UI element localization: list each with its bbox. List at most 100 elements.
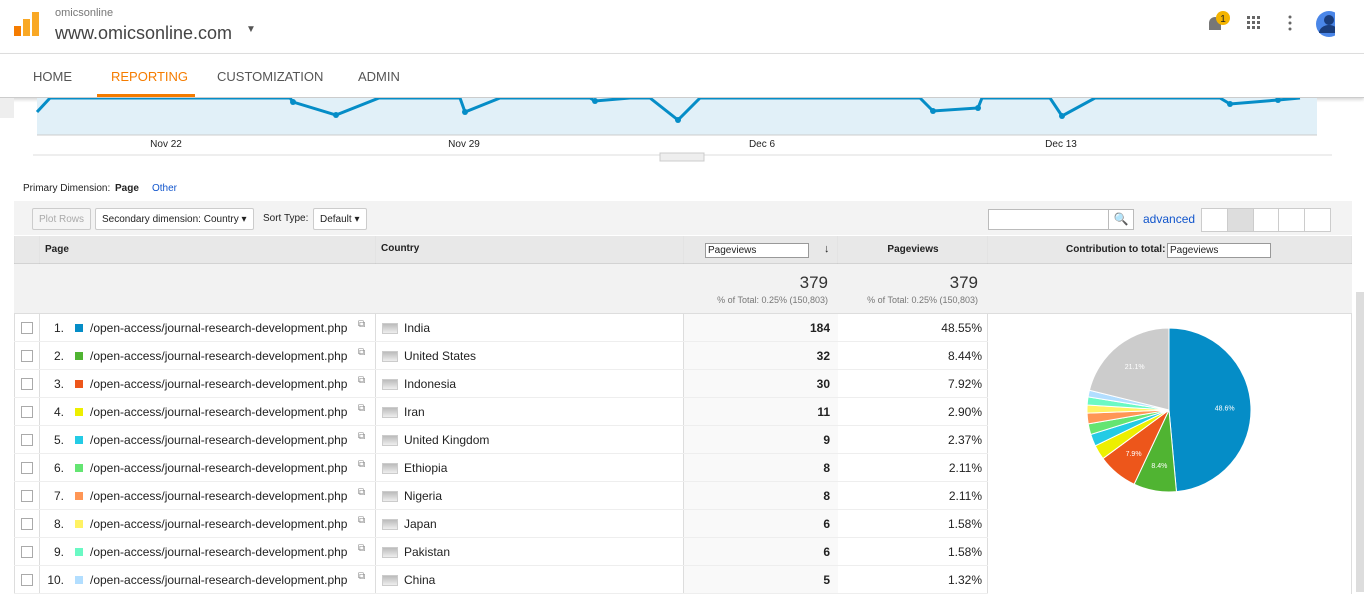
- secondary-dimension-text: Secondary dimension: Country: [102, 214, 239, 225]
- pie-label: 8.4%: [1151, 463, 1167, 470]
- page-link[interactable]: /open-access/journal-research-developmen…: [90, 405, 348, 419]
- pageviews: 8: [823, 461, 830, 475]
- search-icon[interactable]: 🔍: [1108, 210, 1133, 229]
- row-color: [75, 576, 83, 584]
- page-link[interactable]: /open-access/journal-research-developmen…: [90, 433, 348, 447]
- row-checkbox[interactable]: [21, 350, 33, 362]
- page-link[interactable]: /open-access/journal-research-developmen…: [90, 489, 348, 503]
- country-flag: [382, 323, 398, 334]
- view-table[interactable]: [1202, 209, 1228, 231]
- logo: [14, 12, 39, 36]
- percent: 2.11%: [948, 461, 982, 475]
- other-dimension[interactable]: Other: [152, 183, 178, 194]
- pageviews: 11: [817, 405, 830, 419]
- row-checkbox[interactable]: [21, 574, 33, 586]
- pageviews: 32: [816, 349, 830, 363]
- country[interactable]: India: [404, 321, 431, 335]
- sort-type[interactable]: Default ▾: [313, 208, 367, 230]
- country[interactable]: United Kingdom: [404, 433, 490, 447]
- row-checkbox[interactable]: [21, 322, 33, 334]
- row-divider: [14, 481, 988, 482]
- property[interactable]: www.omicsonline.com: [55, 23, 233, 43]
- page-link[interactable]: /open-access/journal-research-developmen…: [90, 545, 348, 559]
- page-link[interactable]: /open-access/journal-research-developmen…: [90, 349, 348, 363]
- dropdown-caret[interactable]: ▼: [246, 24, 256, 35]
- pie-slice: [1168, 327, 1252, 493]
- x-tick-label: Nov 29: [448, 139, 480, 150]
- view-switcher: [1201, 208, 1331, 232]
- pie-label: 7.9%: [1126, 451, 1142, 458]
- secondary-dimension[interactable]: Secondary dimension: Country ▾: [95, 208, 254, 230]
- metric-select[interactable]: Pageviews: [705, 243, 809, 258]
- page-link[interactable]: /open-access/journal-research-developmen…: [90, 377, 348, 391]
- table-column: [838, 236, 988, 594]
- external-icon: ⧉: [358, 543, 366, 554]
- page-link[interactable]: /open-access/journal-research-developmen…: [90, 461, 348, 475]
- country-flag: [382, 435, 398, 446]
- plot-rows[interactable]: Plot Rows: [32, 208, 92, 230]
- pageviews: 6: [823, 517, 830, 531]
- percent: 48.55%: [941, 321, 982, 335]
- nav-tab[interactable]: CUSTOMIZATION: [217, 69, 324, 84]
- view-pie[interactable]: [1227, 209, 1254, 231]
- percent: 2.11%: [948, 489, 982, 503]
- row-index: 7.: [53, 489, 64, 503]
- contribution-select[interactable]: Pageviews: [1167, 243, 1271, 258]
- country-flag: [382, 407, 398, 418]
- page-link[interactable]: /open-access/journal-research-developmen…: [90, 517, 348, 531]
- row-checkbox[interactable]: [21, 378, 33, 390]
- percent: 1.58%: [947, 517, 982, 531]
- row-color: [75, 492, 83, 500]
- country[interactable]: Ethiopia: [404, 461, 448, 475]
- pie-chart: 48.6% 8.4% 7.9% 21.1%: [1086, 327, 1252, 493]
- pie-slice: [1088, 327, 1170, 411]
- row-color: [75, 464, 83, 472]
- header-cell: Pageviews: [887, 244, 939, 255]
- primary-dimension[interactable]: Page: [115, 183, 139, 194]
- row-checkbox[interactable]: [21, 462, 33, 474]
- country[interactable]: Japan: [404, 517, 437, 531]
- x-tick-label: Dec 6: [748, 139, 776, 150]
- row-checkbox[interactable]: [21, 406, 33, 418]
- country[interactable]: Indonesia: [404, 377, 457, 391]
- view-pivot[interactable]: [1305, 209, 1330, 231]
- page-link[interactable]: /open-access/journal-research-developmen…: [90, 573, 348, 587]
- pageviews: 5: [823, 573, 830, 587]
- row-checkbox[interactable]: [21, 434, 33, 446]
- page-link[interactable]: /open-access/journal-research-developmen…: [90, 321, 348, 335]
- row-divider: [14, 537, 988, 538]
- country[interactable]: United States: [404, 349, 477, 363]
- row-checkbox[interactable]: [21, 490, 33, 502]
- nav-bar: HOME REPORTING CUSTOMIZATION ADMIN: [0, 53, 1364, 98]
- advanced-link[interactable]: advanced: [1143, 212, 1196, 226]
- search-box[interactable]: 🔍: [988, 209, 1134, 230]
- total-note: % of Total: 0.25% (150,803): [867, 295, 978, 305]
- country[interactable]: Iran: [404, 405, 425, 419]
- row-checkbox[interactable]: [21, 546, 33, 558]
- pageviews: 9: [823, 433, 830, 447]
- country[interactable]: China: [404, 573, 436, 587]
- pageviews-column-bg: [684, 314, 838, 594]
- country[interactable]: Pakistan: [404, 545, 451, 559]
- nav-tab[interactable]: REPORTING: [111, 69, 189, 84]
- row-color: [75, 548, 83, 556]
- external-icon: ⧉: [358, 375, 366, 386]
- primary-dimension-label: Primary Dimension:: [23, 183, 111, 194]
- view-bar[interactable]: [1254, 209, 1280, 231]
- row-divider: [14, 453, 988, 454]
- country[interactable]: Nigeria: [404, 489, 443, 503]
- country-flag: [382, 519, 398, 530]
- row-index: 10.: [47, 573, 64, 587]
- total-value: 379: [949, 273, 978, 292]
- nav-tab[interactable]: HOME: [33, 69, 72, 84]
- nav-tab[interactable]: ADMIN: [358, 69, 400, 84]
- total-note: % of Total: 0.25% (150,803): [717, 295, 828, 305]
- notification-count[interactable]: 1: [1220, 14, 1226, 25]
- row-divider: [14, 397, 988, 398]
- pageviews: 8: [823, 489, 830, 503]
- row-checkbox[interactable]: [21, 518, 33, 530]
- view-compare[interactable]: [1279, 209, 1306, 231]
- row-divider: [14, 369, 988, 370]
- header: omicsonline www.omicsonline.com ▼ 1: [0, 0, 1364, 54]
- external-icon: ⧉: [358, 347, 366, 358]
